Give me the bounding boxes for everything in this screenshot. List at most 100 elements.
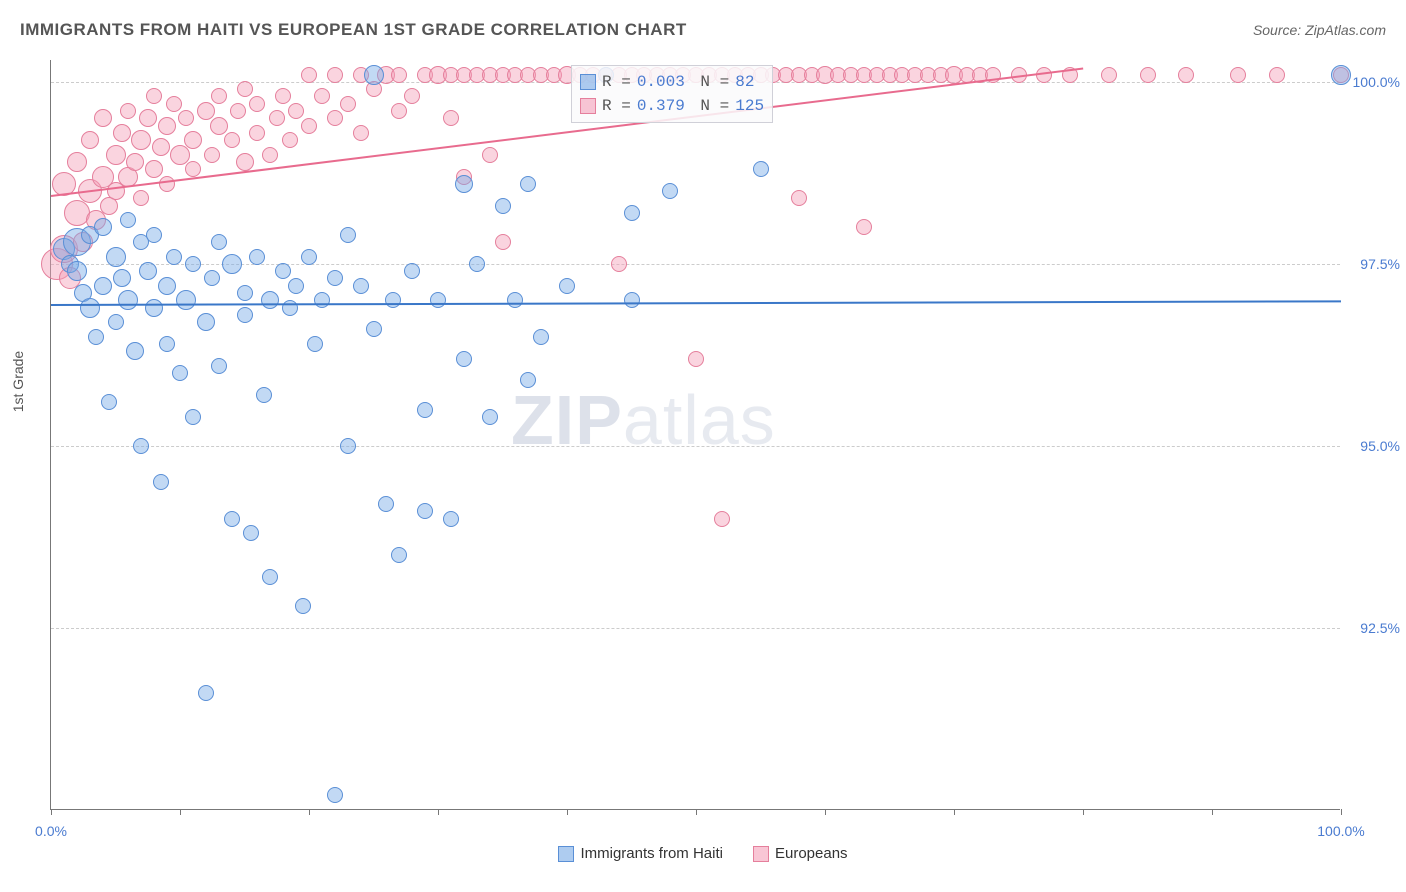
stats-r-value: 0.003 xyxy=(637,70,685,94)
stats-row: R =0.379 N =125 xyxy=(580,94,764,118)
scatter-point-haiti xyxy=(533,329,549,345)
scatter-point-europeans xyxy=(146,88,162,104)
scatter-point-europeans xyxy=(106,145,126,165)
scatter-point-haiti xyxy=(353,278,369,294)
legend-label-haiti: Immigrants from Haiti xyxy=(580,845,723,862)
scatter-point-haiti xyxy=(378,496,394,512)
scatter-point-haiti xyxy=(133,438,149,454)
bottom-legend: Immigrants from Haiti Europeans xyxy=(0,845,1406,862)
scatter-point-haiti xyxy=(166,249,182,265)
scatter-point-haiti xyxy=(301,249,317,265)
x-tick xyxy=(567,809,568,815)
scatter-point-haiti xyxy=(120,212,136,228)
scatter-point-haiti xyxy=(197,313,215,331)
watermark: ZIPatlas xyxy=(511,380,776,460)
scatter-point-europeans xyxy=(249,125,265,141)
scatter-point-europeans xyxy=(404,88,420,104)
scatter-point-europeans xyxy=(184,131,202,149)
legend-swatch-haiti xyxy=(558,846,574,862)
scatter-point-haiti xyxy=(455,175,473,193)
scatter-point-europeans xyxy=(204,147,220,163)
scatter-point-haiti xyxy=(753,161,769,177)
source-label: Source: ZipAtlas.com xyxy=(1253,22,1386,38)
scatter-point-europeans xyxy=(145,160,163,178)
scatter-point-europeans xyxy=(133,190,149,206)
scatter-point-haiti xyxy=(198,685,214,701)
stats-swatch xyxy=(580,74,596,90)
scatter-point-europeans xyxy=(1101,67,1117,83)
scatter-point-europeans xyxy=(237,81,253,97)
scatter-point-haiti xyxy=(249,249,265,265)
scatter-point-europeans xyxy=(94,109,112,127)
y-tick-label: 97.5% xyxy=(1345,256,1400,272)
scatter-point-europeans xyxy=(314,88,330,104)
gridline xyxy=(51,628,1340,629)
scatter-point-haiti xyxy=(507,292,523,308)
stats-n-label: N = xyxy=(691,70,729,94)
scatter-point-haiti xyxy=(327,787,343,803)
scatter-point-haiti xyxy=(404,263,420,279)
scatter-point-haiti xyxy=(106,247,126,267)
scatter-point-haiti xyxy=(153,474,169,490)
scatter-point-haiti xyxy=(295,598,311,614)
scatter-point-europeans xyxy=(714,511,730,527)
scatter-point-haiti xyxy=(139,262,157,280)
scatter-point-europeans xyxy=(288,103,304,119)
scatter-point-europeans xyxy=(249,96,265,112)
y-tick-label: 95.0% xyxy=(1345,438,1400,454)
gridline xyxy=(51,264,1340,265)
scatter-point-haiti xyxy=(113,269,131,287)
scatter-point-europeans xyxy=(197,102,215,120)
x-tick xyxy=(51,809,52,815)
scatter-point-haiti xyxy=(624,292,640,308)
gridline xyxy=(51,446,1340,447)
scatter-point-europeans xyxy=(495,234,511,250)
scatter-point-europeans xyxy=(210,117,228,135)
scatter-point-europeans xyxy=(131,130,151,150)
x-tick xyxy=(696,809,697,815)
scatter-point-haiti xyxy=(340,227,356,243)
scatter-point-europeans xyxy=(443,110,459,126)
scatter-point-haiti xyxy=(559,278,575,294)
plot-area: ZIPatlas 100.0%97.5%95.0%92.5%0.0%100.0%… xyxy=(50,60,1340,810)
scatter-point-europeans xyxy=(482,147,498,163)
scatter-point-haiti xyxy=(366,321,382,337)
scatter-point-haiti xyxy=(237,285,253,301)
x-tick xyxy=(825,809,826,815)
scatter-point-haiti xyxy=(456,351,472,367)
scatter-point-haiti xyxy=(430,292,446,308)
scatter-point-haiti xyxy=(222,254,242,274)
scatter-point-haiti xyxy=(204,270,220,286)
scatter-point-europeans xyxy=(269,110,285,126)
scatter-point-europeans xyxy=(126,153,144,171)
scatter-point-haiti xyxy=(237,307,253,323)
scatter-point-europeans xyxy=(327,110,343,126)
scatter-point-haiti xyxy=(94,277,112,295)
scatter-point-europeans xyxy=(1140,67,1156,83)
scatter-point-haiti xyxy=(94,218,112,236)
scatter-point-europeans xyxy=(856,219,872,235)
scatter-point-europeans xyxy=(224,132,240,148)
chart-title: IMMIGRANTS FROM HAITI VS EUROPEAN 1ST GR… xyxy=(20,20,687,40)
scatter-point-haiti xyxy=(211,234,227,250)
x-tick xyxy=(1083,809,1084,815)
scatter-point-haiti xyxy=(80,298,100,318)
scatter-point-haiti xyxy=(262,569,278,585)
scatter-point-europeans xyxy=(611,256,627,272)
scatter-point-haiti xyxy=(417,402,433,418)
x-tick xyxy=(180,809,181,815)
scatter-point-haiti xyxy=(256,387,272,403)
title-bar: IMMIGRANTS FROM HAITI VS EUROPEAN 1ST GR… xyxy=(20,20,1386,40)
scatter-point-haiti xyxy=(108,314,124,330)
scatter-point-haiti xyxy=(158,277,176,295)
scatter-point-haiti xyxy=(417,503,433,519)
scatter-point-europeans xyxy=(262,147,278,163)
scatter-point-haiti xyxy=(520,176,536,192)
scatter-point-haiti xyxy=(118,290,138,310)
scatter-point-europeans xyxy=(1230,67,1246,83)
scatter-point-haiti xyxy=(624,205,640,221)
x-tick xyxy=(1212,809,1213,815)
scatter-point-haiti xyxy=(224,511,240,527)
scatter-point-europeans xyxy=(185,161,201,177)
legend-label-europeans: Europeans xyxy=(775,845,848,862)
